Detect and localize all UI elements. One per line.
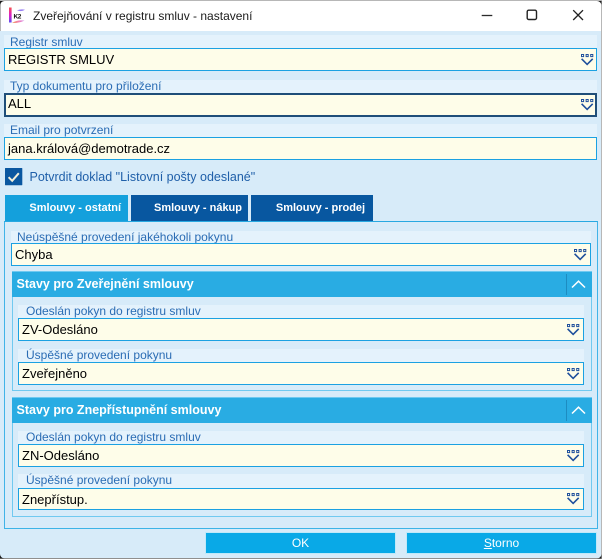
svg-text:K2: K2 <box>13 13 21 20</box>
